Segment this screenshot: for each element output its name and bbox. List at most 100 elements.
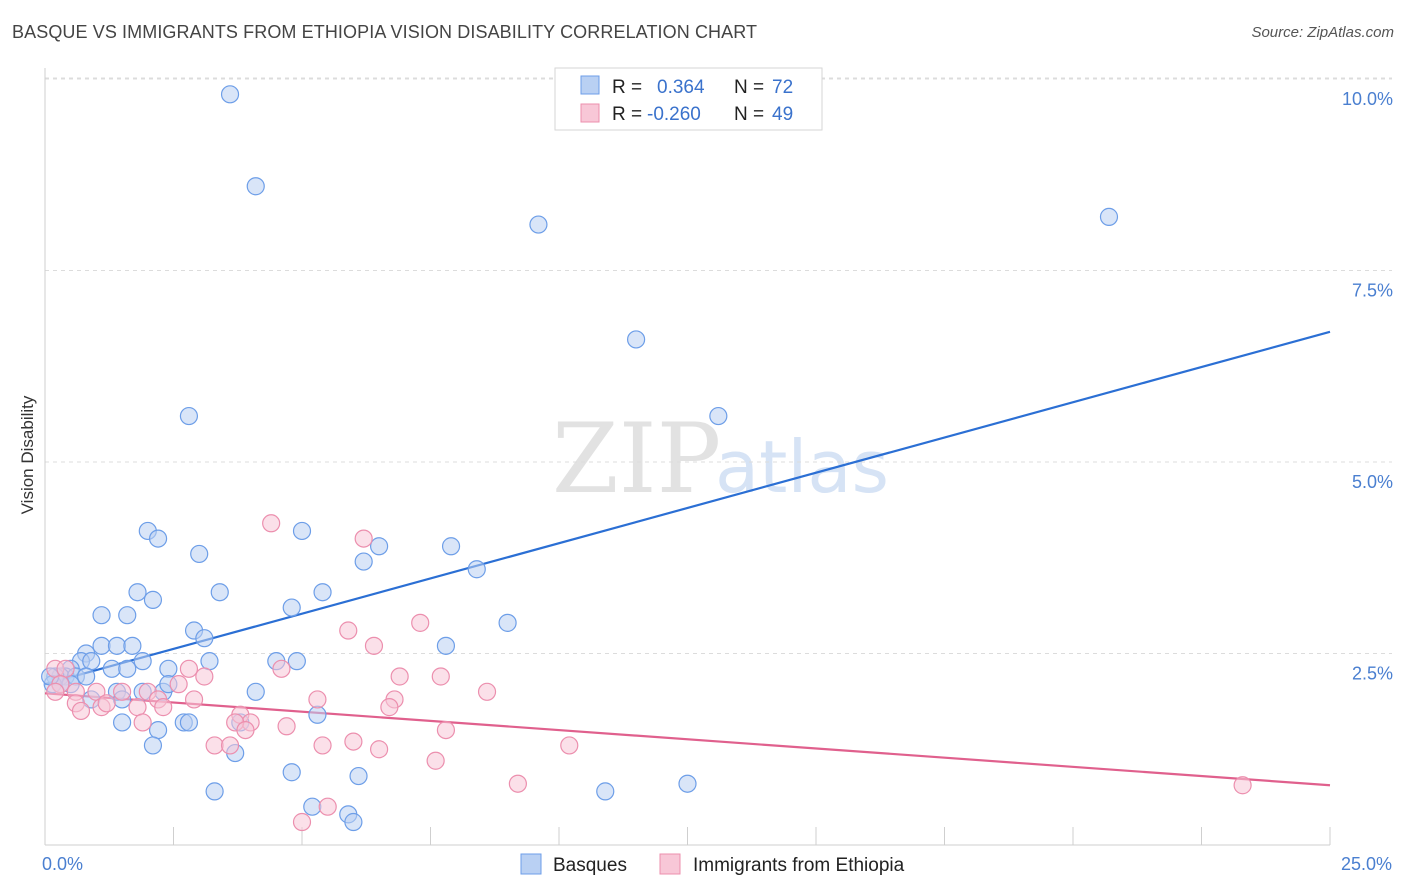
point-ethiopia-41 (370, 740, 389, 759)
y-tick-label-0: 2.5% (1352, 664, 1393, 684)
point-ethiopia-47 (292, 812, 312, 832)
point-ethiopia-15 (112, 682, 132, 701)
legend-r-value-2: -0.260 (647, 104, 701, 125)
axes (44, 68, 1331, 846)
point-basques-60 (148, 720, 168, 740)
bottom-legend-swatch-basques (520, 853, 542, 875)
legend: R = 0.364 N = 72 R = -0.260 N = 49 (554, 67, 823, 131)
legend-n-label-2: N = (734, 104, 764, 125)
point-basques-12 (190, 544, 209, 564)
point-ethiopia-30 (71, 701, 91, 721)
watermark: ZIP atlas (552, 403, 889, 515)
watermark-atlas: atlas (715, 425, 889, 509)
point-ethiopia-8 (272, 659, 291, 678)
point-ethiopia-10 (195, 667, 214, 686)
point-basques-16 (210, 583, 229, 602)
bottom-legend-label-ethiopia: Immigrants from Ethiopia (693, 855, 905, 876)
point-ethiopia-9 (431, 667, 450, 686)
point-ethiopia-34 (133, 713, 152, 732)
point-ethiopia-3 (339, 621, 358, 640)
point-ethiopia-12 (169, 675, 188, 694)
point-basques-44 (77, 667, 96, 686)
point-basques-18 (143, 590, 163, 609)
point-ethiopia-7 (179, 659, 199, 678)
y-tick-label-1: 5.0% (1352, 472, 1393, 492)
point-basques-57 (112, 713, 132, 732)
point-basques-56 (308, 705, 327, 724)
point-basques-5 (709, 406, 728, 426)
point-ethiopia-0 (262, 514, 281, 533)
y-axis-label: Vision Disability (18, 395, 37, 514)
watermark-zip: ZIP (552, 403, 721, 515)
point-basques-26 (107, 636, 127, 655)
point-basques-37 (118, 659, 137, 678)
point-ethiopia-20 (308, 690, 327, 709)
bottom-legend-label-basques: Basques (553, 855, 627, 876)
point-ethiopia-6 (56, 659, 75, 678)
point-basques-2 (529, 215, 548, 234)
point-ethiopia-11 (390, 667, 409, 686)
point-ethiopia-48 (1233, 776, 1252, 795)
point-ethiopia-2 (411, 613, 430, 632)
point-ethiopia-45 (508, 774, 527, 793)
point-ethiopia-40 (344, 732, 363, 751)
point-ethiopia-17 (477, 682, 497, 701)
point-basques-40 (159, 659, 178, 678)
point-ethiopia-44 (426, 751, 445, 770)
point-basques-9 (292, 521, 312, 541)
point-ethiopia-38 (313, 736, 332, 755)
point-basques-13 (354, 552, 373, 571)
point-ethiopia-19 (46, 682, 65, 701)
point-ethiopia-39 (205, 736, 224, 755)
point-basques-68 (303, 797, 322, 816)
point-basques-64 (349, 766, 368, 786)
point-basques-61 (143, 736, 163, 755)
point-basques-6 (179, 406, 199, 426)
point-basques-48 (246, 682, 265, 701)
legend-r-label-1: R = (612, 77, 642, 98)
legend-swatch-basques (580, 75, 600, 95)
point-basques-24 (195, 629, 214, 648)
legend-n-value-1: 72 (772, 77, 793, 98)
bottom-legend-swatch-ethiopia (659, 853, 681, 875)
point-basques-25 (92, 636, 111, 655)
point-basques-21 (118, 606, 137, 625)
point-basques-0 (220, 85, 240, 104)
bottom-legend: Basques Immigrants from Ethiopia (520, 853, 905, 876)
point-basques-3 (1099, 207, 1119, 226)
legend-r-label-2: R = (612, 104, 642, 125)
point-basques-27 (123, 636, 142, 655)
point-ethiopia-27 (128, 698, 147, 717)
point-basques-15 (128, 583, 147, 602)
trend-lines (44, 330, 1331, 787)
point-basques-1 (246, 177, 265, 196)
point-basques-36 (102, 659, 121, 678)
point-basques-17 (313, 583, 332, 602)
point-basques-19 (282, 598, 301, 617)
point-basques-33 (287, 652, 306, 671)
point-basques-67 (596, 782, 615, 801)
point-basques-8 (148, 529, 168, 548)
point-basques-22 (498, 613, 517, 632)
x-tick-label-0: 0.0% (42, 854, 83, 874)
point-basques-20 (92, 606, 111, 625)
point-basques-63 (282, 763, 301, 782)
point-basques-65 (678, 774, 697, 793)
point-basques-28 (436, 636, 456, 655)
tick-labels: 2.5% 5.0% 7.5% 10.0% 0.0% 25.0% (42, 89, 1393, 874)
point-ethiopia-4 (364, 636, 384, 655)
gridlines (45, 77, 1392, 654)
point-ethiopia-28 (154, 698, 173, 717)
point-ethiopia-36 (236, 720, 255, 740)
point-basques-31 (200, 652, 219, 671)
data-points (41, 85, 1252, 832)
point-basques-30 (133, 652, 152, 671)
trend-line-ethiopia (44, 692, 1331, 787)
legend-swatch-ethiopia (580, 103, 600, 123)
x-tick-label-1: 25.0% (1341, 854, 1392, 874)
y-tick-label-2: 7.5% (1352, 281, 1393, 301)
chart-source: Source: ZipAtlas.com (1251, 24, 1394, 41)
point-basques-10 (370, 537, 389, 556)
point-basques-14 (467, 560, 486, 579)
